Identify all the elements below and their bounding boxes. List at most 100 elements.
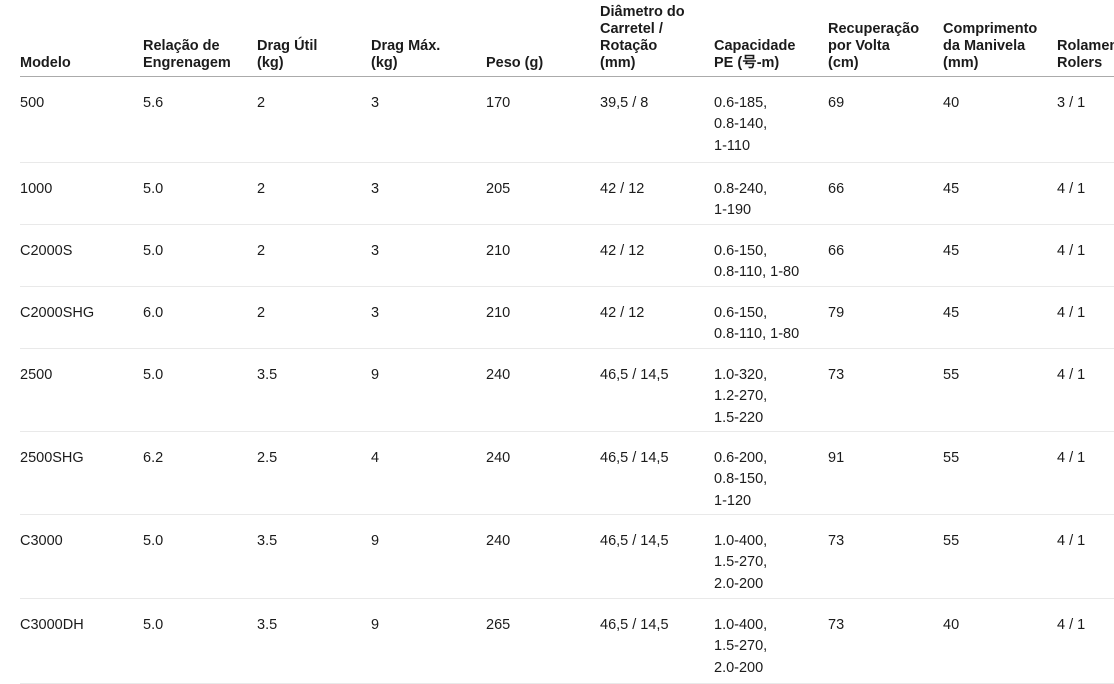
cell-rolamentos_rolers: 4 / 1 — [1057, 348, 1114, 432]
cell-line: 0.6-150, — [714, 304, 768, 321]
cell-relacao_de_engrenagem: 6.2 — [143, 431, 257, 515]
cell-recuperacao_por_volta_cm: 79 — [828, 286, 943, 349]
cell-recuperacao_por_volta_cm: 69 — [828, 76, 943, 163]
cell-peso_g: 240 — [486, 431, 600, 515]
cell-drag_max_kg: 3 — [371, 224, 486, 287]
cell-diametro_carretel_rotacao_mm: 39,5 / 8 — [600, 76, 714, 163]
header-line: da Manivela — [943, 37, 1026, 54]
cell-capacidade_pe: 1.0-400, 1.5-270, 2.0-200 — [714, 514, 828, 599]
header-line: Drag Útil — [257, 37, 318, 54]
cell-capacidade_pe: 1.0-320, 1.2-270, 1.5-220 — [714, 348, 828, 432]
cell-drag_util_kg: 3.5 — [257, 514, 371, 599]
column-header-capacidade_pe: Capacidade PE (号-m) — [714, 0, 828, 77]
cell-diametro_carretel_rotacao_mm: 42 / 12 — [600, 286, 714, 349]
cell-line: 0.8-140, — [714, 116, 768, 132]
cell-drag_max_kg: 9 — [371, 514, 486, 599]
cell-rolamentos_rolers: 4 / 1 — [1057, 598, 1114, 684]
table-row: C2000SHG 6.0 2 3 210 42 / 12 0.6-150, 0.8-110, … — [20, 286, 1114, 349]
cell-peso_g: 170 — [486, 76, 600, 163]
column-header-peso_g: Peso (g) — [486, 0, 600, 77]
cell-line: 1.5-220 — [714, 409, 764, 426]
header-line: por Volta — [828, 37, 890, 54]
cell-modelo: 1000 — [20, 162, 143, 225]
cell-capacidade_pe: 0.6-185, 0.8-140, 1-110 — [714, 76, 828, 163]
cell-line: 1.0-400, — [714, 532, 768, 549]
table-row: 1000 5.0 2 3 205 42 / 12 0.8-240, 1-190 66 45 4 / … — [20, 162, 1114, 225]
cell-drag_max_kg: 3 — [371, 162, 486, 225]
header-line: (kg) — [371, 54, 398, 71]
cell-line: 1-190 — [714, 202, 752, 218]
cell-modelo: 2500 — [20, 348, 143, 432]
cell-capacidade_pe: 0.8-240, 1-190 — [714, 162, 828, 225]
cell-comprimento_da_manivela_mm: 55 — [943, 514, 1057, 599]
column-header-relacao_de_engrenagem: Relação de Engrenagem — [143, 0, 257, 77]
cell-recuperacao_por_volta_cm: 73 — [828, 348, 943, 432]
header-line: Relação de — [143, 37, 220, 54]
cell-comprimento_da_manivela_mm: 45 — [943, 162, 1057, 225]
column-header-comprimento_da_manivela_mm: Comprimento da Manivela (mm) — [943, 0, 1057, 77]
cell-rolamentos_rolers: 4 / 1 — [1057, 286, 1114, 349]
cell-drag_max_kg: 9 — [371, 348, 486, 432]
cell-comprimento_da_manivela_mm: 40 — [943, 598, 1057, 684]
cell-line: 0.8-110, 1-80 — [714, 326, 800, 342]
cell-capacidade_pe: 0.6-200, 0.8-150, 1-120 — [714, 431, 828, 515]
cell-drag_util_kg: 3.5 — [257, 598, 371, 684]
cell-diametro_carretel_rotacao_mm: 46,5 / 14,5 — [600, 514, 714, 599]
cell-peso_g: 210 — [486, 286, 600, 349]
cell-recuperacao_por_volta_cm: 66 — [828, 224, 943, 287]
header-line: Drag Máx. — [371, 37, 441, 54]
cell-drag_util_kg: 2 — [257, 162, 371, 225]
cell-comprimento_da_manivela_mm: 45 — [943, 286, 1057, 349]
cell-recuperacao_por_volta_cm: 73 — [828, 598, 943, 684]
header-line: Rotação — [600, 37, 658, 54]
cell-relacao_de_engrenagem: 6.0 — [143, 286, 257, 349]
cell-peso_g: 240 — [486, 514, 600, 599]
cell-rolamentos_rolers: 4 / 1 — [1057, 162, 1114, 225]
cell-modelo: C3000 — [20, 514, 143, 599]
cell-capacidade_pe: 1.0-400, 1.5-270, 2.0-200 — [714, 598, 828, 684]
cell-capacidade_pe: 0.6-150, 0.8-110, 1-80 — [714, 224, 828, 287]
cell-modelo: C3000DH — [20, 598, 143, 684]
cell-diametro_carretel_rotacao_mm: 46,5 / 14,5 — [600, 598, 714, 684]
cell-drag_util_kg: 2.5 — [257, 431, 371, 515]
cell-line: 0.6-200, — [714, 449, 768, 466]
table-row: C2000S 5.0 2 3 210 42 / 12 0.6-150, 0.8-110, 1-… — [20, 224, 1114, 287]
reel-spec-table: Modelo Relação de Engrenagem Drag Útil (kg) D… — [20, 0, 1114, 684]
cell-relacao_de_engrenagem: 5.0 — [143, 514, 257, 599]
cell-comprimento_da_manivela_mm: 55 — [943, 431, 1057, 515]
cell-comprimento_da_manivela_mm: 45 — [943, 224, 1057, 287]
header-line: (mm) — [943, 54, 979, 71]
cell-rolamentos_rolers: 3 / 1 — [1057, 76, 1114, 163]
cell-drag_util_kg: 2 — [257, 286, 371, 349]
column-header-rolamentos_rolers: RolamentosRolers — [1057, 0, 1114, 77]
cell-recuperacao_por_volta_cm: 91 — [828, 431, 943, 515]
column-header-drag_max_kg: Drag Máx. (kg) — [371, 0, 486, 77]
cell-recuperacao_por_volta_cm: 73 — [828, 514, 943, 599]
header-line: Engrenagem — [143, 54, 231, 71]
cell-diametro_carretel_rotacao_mm: 42 / 12 — [600, 162, 714, 225]
cell-diametro_carretel_rotacao_mm: 42 / 12 — [600, 224, 714, 287]
header-line: Recuperação — [828, 20, 920, 37]
cell-drag_util_kg: 2 — [257, 224, 371, 287]
column-header-diametro_carretel_rotacao_mm: Diâmetro do Carretel / Rotação (mm) — [600, 0, 714, 77]
header-line: (cm) — [828, 54, 859, 71]
cell-line: 2.0-200 — [714, 659, 764, 676]
cell-line: 1-110 — [714, 137, 751, 154]
header-line: Diâmetro do — [600, 3, 685, 20]
cell-diametro_carretel_rotacao_mm: 46,5 / 14,5 — [600, 431, 714, 515]
cell-drag_max_kg: 9 — [371, 598, 486, 684]
cell-recuperacao_por_volta_cm: 66 — [828, 162, 943, 225]
cell-line: 1.0-320, — [714, 366, 768, 383]
table-row: 2500SHG 6.2 2.5 4 240 46,5 / 14,5 0.6-200, 0.8-… — [20, 431, 1114, 515]
cell-relacao_de_engrenagem: 5.0 — [143, 598, 257, 684]
table-header: Modelo Relação de Engrenagem Drag Útil (kg) D… — [20, 0, 1114, 77]
cell-relacao_de_engrenagem: 5.0 — [143, 162, 257, 225]
header-row: Modelo Relação de Engrenagem Drag Útil (kg) D… — [20, 0, 1114, 77]
column-header-recuperacao_por_volta_cm: Recuperação por Volta (cm) — [828, 0, 943, 77]
cell-line: 1.0-400, — [714, 616, 768, 633]
table-row: C3000 5.0 3.5 9 240 46,5 / 14,5 1.0-400, 1.5-27… — [20, 514, 1114, 599]
cell-line: 2.0-200 — [714, 575, 764, 592]
cell-line: 0.6-185, — [714, 94, 768, 111]
cell-relacao_de_engrenagem: 5.0 — [143, 348, 257, 432]
cell-drag_max_kg: 4 — [371, 431, 486, 515]
